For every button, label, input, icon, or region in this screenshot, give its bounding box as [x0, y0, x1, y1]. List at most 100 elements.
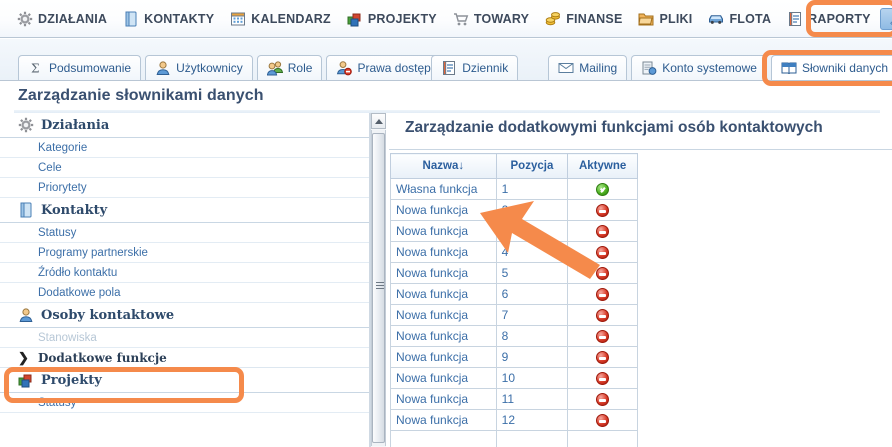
status-inactive-icon[interactable] — [596, 246, 610, 260]
table-row[interactable]: Nowa funkcja 2 — [390, 199, 638, 221]
cell-name[interactable]: Nowa funkcja — [390, 199, 497, 221]
sigma-icon: Σ — [28, 60, 44, 76]
tab-prawa-dostepu[interactable]: Prawa dostępu — [326, 55, 448, 80]
sidebar-item-programy-partnerskie[interactable]: Programy partnerskie — [0, 243, 369, 263]
cell-active[interactable] — [567, 220, 638, 242]
table-row[interactable]: Nowa funkcja 4 — [390, 241, 638, 263]
cell-active[interactable] — [567, 409, 638, 431]
status-inactive-icon[interactable] — [596, 414, 610, 428]
sidebar-scrollbar[interactable] — [370, 113, 386, 447]
column-header-aktywne[interactable]: Aktywne — [567, 153, 638, 179]
nav-label: PLIKI — [659, 11, 693, 26]
cell-active[interactable] — [567, 199, 638, 221]
table-row[interactable]: Nowa funkcja 12 — [390, 409, 638, 431]
status-inactive-icon[interactable] — [596, 225, 610, 239]
sidebar-item-statusy-kontakty[interactable]: Statusy — [0, 223, 369, 243]
table-row[interactable]: Własna funkcja 1 — [390, 178, 638, 200]
cell-name[interactable]: Nowa funkcja — [390, 367, 497, 389]
nav-item-admin[interactable]: ADMIN — [879, 7, 892, 30]
cell-active[interactable] — [567, 241, 638, 263]
status-inactive-icon[interactable] — [596, 267, 610, 281]
cell-active[interactable] — [567, 367, 638, 389]
status-inactive-icon[interactable] — [596, 351, 610, 365]
nav-item-kalendarz[interactable]: KALENDARZ — [223, 8, 338, 30]
cell-active[interactable] — [567, 304, 638, 326]
cell-name[interactable]: Nowa funkcja — [390, 346, 497, 368]
sidebar-item-dodatkowe-pola[interactable]: Dodatkowe pola — [0, 283, 369, 303]
table-row[interactable]: Nowa funkcja 10 — [390, 367, 638, 389]
cell-name[interactable]: Nowa funkcja — [390, 241, 497, 263]
cell-active[interactable] — [567, 283, 638, 305]
tab-slowniki-danych[interactable]: Słowniki danych — [770, 55, 892, 80]
nav-item-pliki[interactable]: PLIKI — [631, 8, 699, 30]
table-row[interactable]: Nowa funkcja 6 — [390, 283, 638, 305]
cell-name[interactable]: Nowa funkcja — [390, 325, 497, 347]
dictionary-tree-sidebar[interactable]: Działania Kategorie Cele Priorytety Kont… — [0, 113, 370, 447]
nav-label: KALENDARZ — [251, 11, 331, 26]
sidebar-item-kategorie[interactable]: Kategorie — [0, 138, 369, 158]
status-inactive-icon[interactable] — [596, 393, 610, 407]
nav-item-dzialania[interactable]: DZIAŁANIA — [10, 8, 114, 30]
sidebar-item-dodatkowe-funkcje[interactable]: ❯ Dodatkowe funkcje — [0, 348, 369, 368]
tab-konto-systemowe[interactable]: Konto systemowe — [631, 55, 767, 80]
tab-podsumowanie[interactable]: Σ Podsumowanie — [18, 55, 142, 80]
cell-name[interactable]: Nowa funkcja — [390, 283, 497, 305]
scroll-up-button[interactable] — [371, 113, 386, 129]
tab-role[interactable]: Role — [256, 55, 323, 80]
tab-label: Podsumowanie — [49, 61, 132, 75]
page-title-divider — [14, 110, 880, 113]
cell-name[interactable]: Nowa funkcja — [390, 262, 497, 284]
tab-uzytkownicy[interactable]: Użytkownicy — [145, 55, 253, 80]
cell-position: 6 — [495, 283, 569, 305]
cell-name[interactable]: Własna funkcja — [390, 178, 497, 200]
main-content-panel: Zarządzanie dodatkowymi funkcjami osób k… — [387, 113, 892, 447]
report-icon — [787, 11, 803, 27]
cell-active[interactable] — [567, 178, 638, 200]
envelope-icon — [558, 60, 574, 76]
nav-item-flota[interactable]: FLOTA — [701, 8, 778, 30]
cell-active[interactable] — [567, 346, 638, 368]
sidebar-group-dzialania[interactable]: Działania — [0, 113, 369, 138]
status-inactive-icon[interactable] — [596, 372, 610, 386]
sidebar-item-statusy-projekty[interactable]: Statusy — [0, 393, 369, 413]
table-row[interactable]: Nowa funkcja 11 — [390, 388, 638, 410]
table-row[interactable]: Nowa funkcja 7 — [390, 304, 638, 326]
cell-name[interactable]: Nowa funkcja — [390, 220, 497, 242]
sidebar-group-projekty[interactable]: Projekty — [0, 368, 369, 393]
nav-item-kontakty[interactable]: KONTAKTY — [116, 8, 221, 30]
nav-item-projekty[interactable]: PROJEKTY — [340, 8, 444, 30]
tab-dziennik[interactable]: Dziennik — [431, 55, 519, 80]
nav-item-finanse[interactable]: FINANSE — [538, 8, 629, 30]
cell-active[interactable] — [567, 262, 638, 284]
status-inactive-icon[interactable] — [596, 309, 610, 323]
nav-label: RAPORTY — [808, 11, 871, 26]
cell-name[interactable]: Nowa funkcja — [390, 409, 497, 431]
cell-active[interactable] — [567, 388, 638, 410]
status-inactive-icon[interactable] — [596, 288, 610, 302]
cell-name[interactable]: Nowa funkcja — [390, 304, 497, 326]
table-row[interactable]: Nowa funkcja 3 — [390, 220, 638, 242]
sidebar-item-zrodlo-kontaktu[interactable]: Źródło kontaktu — [0, 263, 369, 283]
column-header-nazwa[interactable]: Nazwa↓ — [390, 153, 497, 179]
sidebar-group-label: Projekty — [41, 372, 102, 388]
sidebar-item-cele[interactable]: Cele — [0, 158, 369, 178]
table-row[interactable]: Nowa funkcja 5 — [390, 262, 638, 284]
chevron-up-icon — [374, 118, 383, 124]
table-row[interactable]: Nowa funkcja 9 — [390, 346, 638, 368]
sidebar-item-priorytety[interactable]: Priorytety — [0, 178, 369, 198]
cell-position: 12 — [495, 409, 569, 431]
sidebar-group-kontakty[interactable]: Kontakty — [0, 198, 369, 223]
tab-mailing[interactable]: Mailing — [548, 55, 628, 80]
status-inactive-icon[interactable] — [596, 204, 610, 218]
scrollbar-thumb[interactable] — [372, 133, 385, 443]
status-inactive-icon[interactable] — [596, 330, 610, 344]
sidebar-group-osoby-kontaktowe[interactable]: Osoby kontaktowe — [0, 303, 369, 328]
status-active-icon[interactable] — [596, 183, 610, 197]
cell-name[interactable]: Nowa funkcja — [390, 388, 497, 410]
cell-active[interactable] — [567, 325, 638, 347]
column-header-pozycja[interactable]: Pozycja — [495, 153, 569, 179]
nav-item-raporty[interactable]: RAPORTY — [780, 8, 878, 30]
table-row[interactable]: Nowa funkcja 8 — [390, 325, 638, 347]
nav-item-towary[interactable]: TOWARY — [446, 8, 536, 30]
sidebar-item-stanowiska[interactable]: Stanowiska — [0, 328, 369, 348]
